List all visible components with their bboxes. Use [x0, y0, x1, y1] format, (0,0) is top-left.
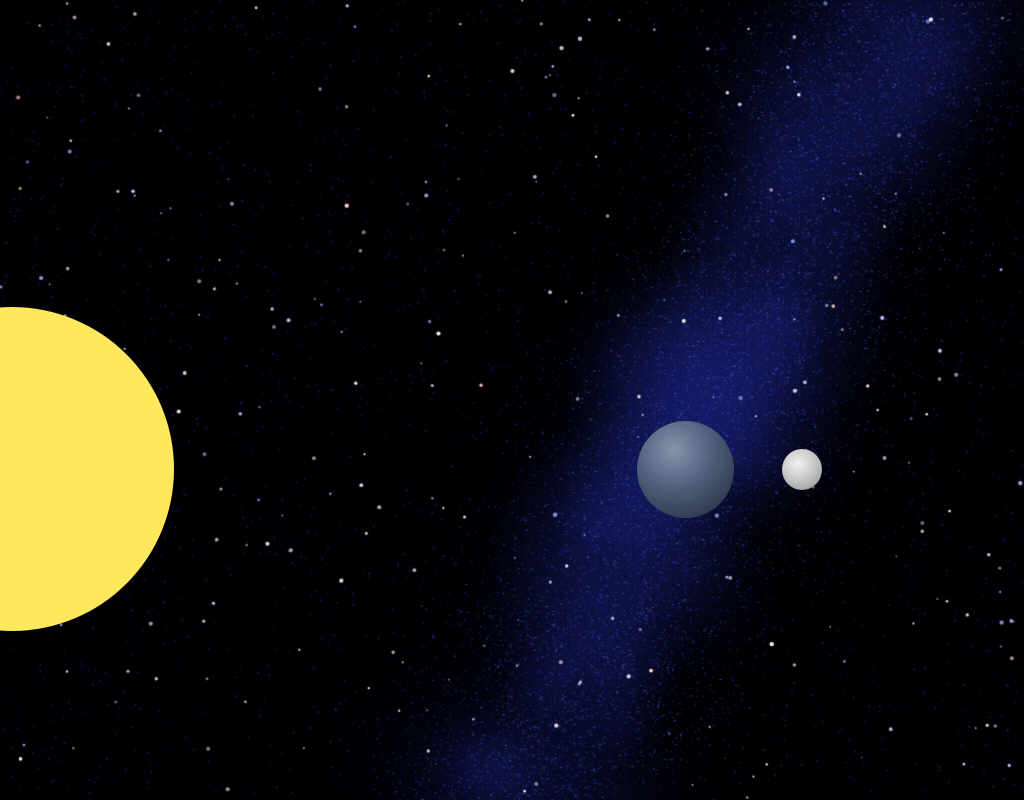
earth-planet — [637, 421, 734, 518]
moon — [782, 449, 822, 490]
